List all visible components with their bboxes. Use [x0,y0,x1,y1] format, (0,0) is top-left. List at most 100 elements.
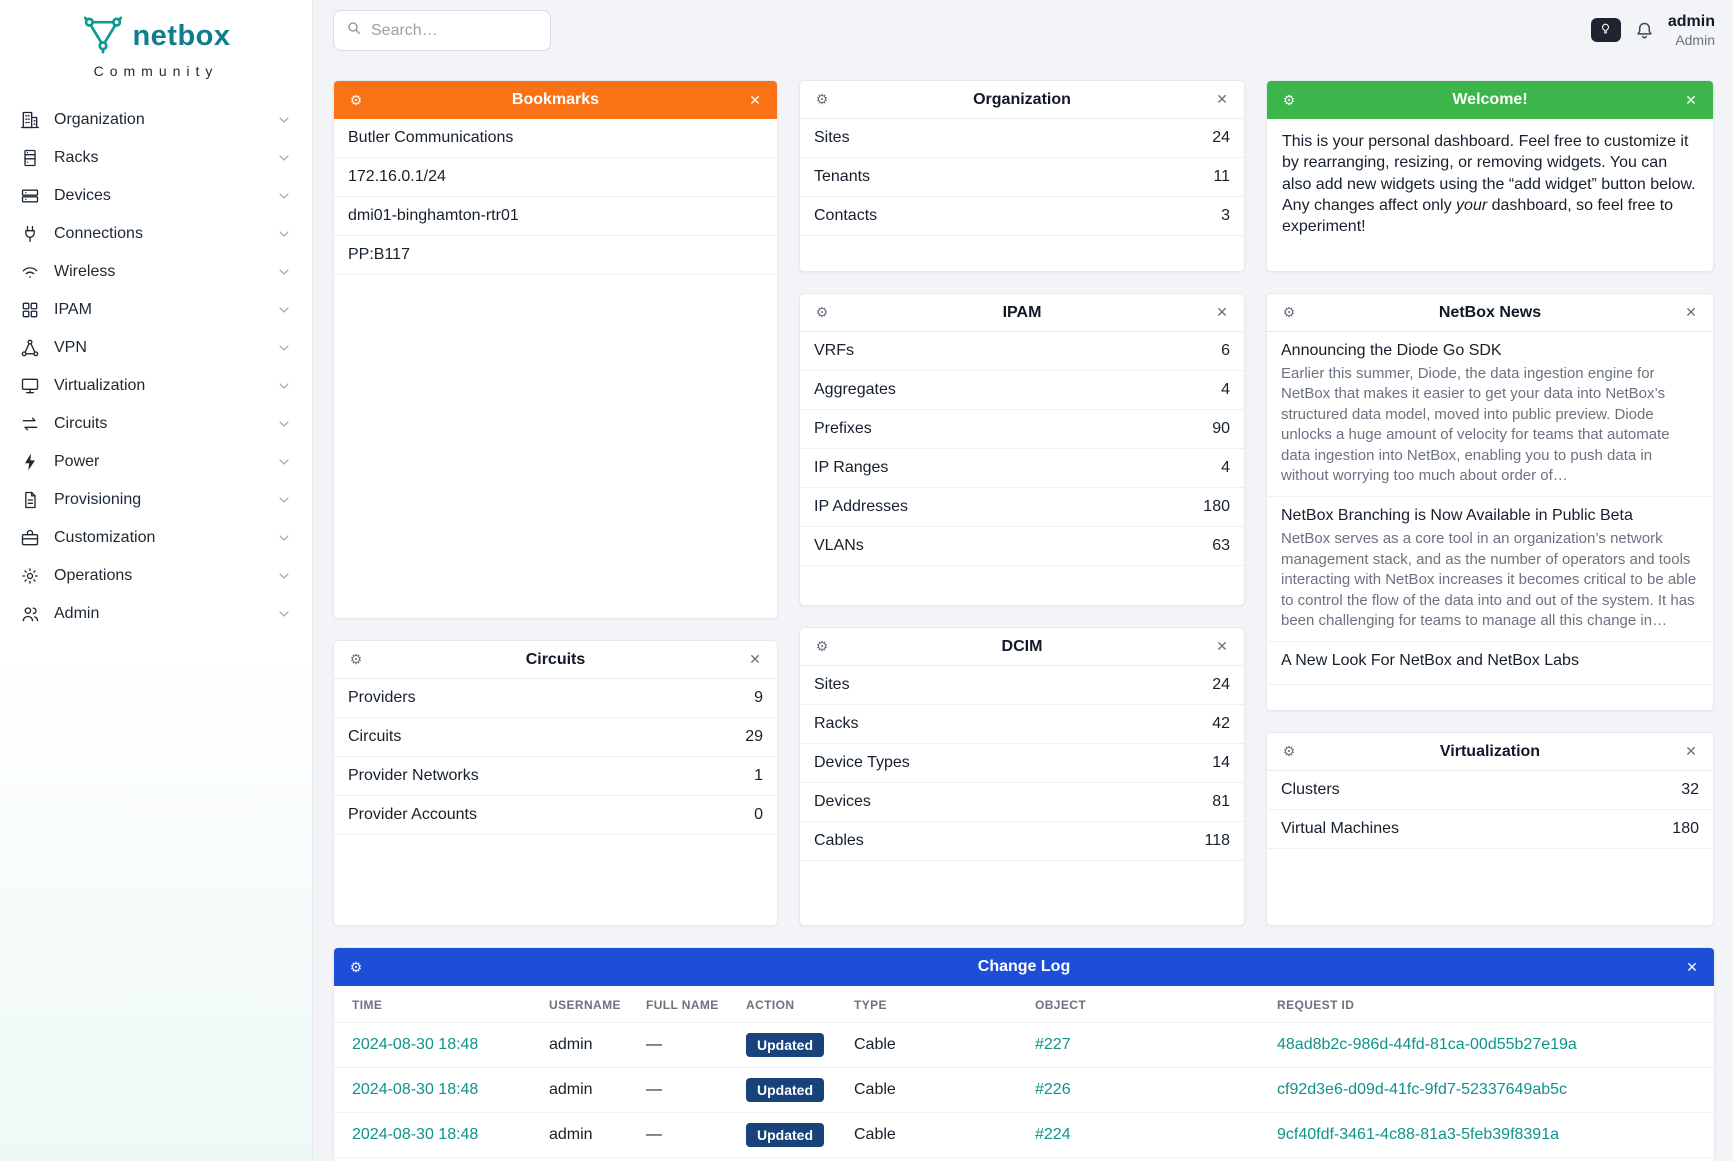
stat-row[interactable]: Sites 24 [800,119,1244,158]
stat-value: 42 [1212,715,1230,732]
stat-row[interactable]: VRFs 6 [800,332,1244,371]
changelog-time-link[interactable]: 2024-08-30 18:48 [352,1036,479,1053]
changelog-object-link[interactable]: #224 [1035,1126,1071,1143]
widget-config-gear-icon[interactable]: ⚙ [815,304,829,320]
news-item-title-link[interactable]: A New Look For NetBox and NetBox Labs [1281,652,1579,670]
sidebar-item-customization[interactable]: Customization [0,519,312,557]
bookmark-item[interactable]: dmi01-binghamton-rtr01 [334,197,777,236]
stat-row[interactable]: Clusters 32 [1267,771,1713,810]
widget-config-gear-icon[interactable]: ⚙ [815,638,829,654]
changelog-username: admin [540,1157,637,1161]
widget-close-icon[interactable]: ✕ [749,91,761,108]
stat-label: Prefixes [814,420,872,437]
news-item-title-link[interactable]: NetBox Branching is Now Available in Pub… [1281,507,1633,525]
widget-config-gear-icon[interactable]: ⚙ [349,651,363,667]
changelog-type: Cable [845,1067,1026,1113]
changelog-time-link[interactable]: 2024-08-30 18:48 [352,1126,479,1143]
changelog-object-link[interactable]: #226 [1035,1081,1071,1098]
stat-label: Providers [348,689,416,706]
widget-close-icon[interactable]: ✕ [1685,743,1697,759]
sidebar-item-organization[interactable]: Organization [0,101,312,139]
stat-row[interactable]: Sites 24 [800,666,1244,705]
stat-row[interactable]: Cables 118 [800,822,1244,861]
chevron-down-icon [276,302,292,318]
news-item-body: Earlier this summer, Diode, the data ing… [1281,365,1670,484]
stat-row[interactable]: Devices 81 [800,783,1244,822]
widget-close-icon[interactable]: ✕ [1216,304,1228,320]
stat-row[interactable]: Provider Accounts 0 [334,796,777,835]
news-item-body: NetBox serves as a core tool in an organ… [1281,530,1697,629]
sidebar-item-connections[interactable]: Connections [0,215,312,253]
widget-close-icon[interactable]: ✕ [1216,638,1228,654]
stat-row[interactable]: Aggregates 4 [800,371,1244,410]
changelog-username: admin [540,1112,637,1158]
search-box[interactable] [333,10,551,51]
stat-row[interactable]: VLANs 63 [800,527,1244,566]
widget-close-icon[interactable]: ✕ [1685,304,1697,320]
dashboard-grid: ⚙ Bookmarks ✕ Butler Communications 172.… [333,80,1715,926]
widget-organization: ⚙ Organization ✕ Sites 24 Tenants 11 Conta… [799,80,1245,272]
widget-config-gear-icon[interactable]: ⚙ [1282,91,1296,108]
theme-toggle-button[interactable] [1590,18,1621,43]
sidebar-item-racks[interactable]: Racks [0,139,312,177]
changelog-request-id-link[interactable]: 9cf40fdf-3461-4c88-81a3-5feb39f8391a [1277,1126,1559,1143]
action-badge: Updated [746,1078,824,1102]
notifications-bell-icon[interactable] [1634,20,1655,41]
sidebar-item-virtualization[interactable]: Virtualization [0,367,312,405]
sidebar-item-ipam[interactable]: IPAM [0,291,312,329]
widget-close-icon[interactable]: ✕ [749,651,761,667]
widget-config-gear-icon[interactable]: ⚙ [1282,304,1296,320]
changelog-request-id-link[interactable]: cf92d3e6-d09d-41fc-9fd7-52337649ab5c [1277,1081,1568,1098]
stat-row[interactable]: Prefixes 90 [800,410,1244,449]
stat-row[interactable]: Providers 9 [334,679,777,718]
stat-label: Provider Accounts [348,806,477,823]
stat-row[interactable]: Provider Networks 1 [334,757,777,796]
rack-icon [20,148,40,168]
sidebar-item-devices[interactable]: Devices [0,177,312,215]
sidebar-item-circuits[interactable]: Circuits [0,405,312,443]
sidebar-item-label: IPAM [54,301,92,318]
stat-row[interactable]: IP Addresses 180 [800,488,1244,527]
column-header: TIME [334,986,540,1023]
widget-config-gear-icon[interactable]: ⚙ [349,91,363,108]
widget-config-gear-icon[interactable]: ⚙ [349,958,363,975]
widget-ipam: ⚙ IPAM ✕ VRFs 6 Aggregates 4 Prefixes 90 IP… [799,293,1245,606]
news-item-title-link[interactable]: Announcing the Diode Go SDK [1281,342,1502,359]
widget-close-icon[interactable]: ✕ [1216,91,1228,107]
bookmark-item[interactable]: PP:B117 [334,236,777,275]
stat-row[interactable]: Virtual Machines 180 [1267,810,1713,849]
stat-value: 4 [1221,381,1230,398]
search-input[interactable] [371,21,538,40]
bookmark-item[interactable]: Butler Communications [334,119,777,158]
sidebar-item-wireless[interactable]: Wireless [0,253,312,291]
widget-config-gear-icon[interactable]: ⚙ [815,91,829,107]
stat-row[interactable]: Contacts 3 [800,197,1244,236]
sidebar-item-provisioning[interactable]: Provisioning [0,481,312,519]
stat-row[interactable]: Device Types 14 [800,744,1244,783]
netbox-logo[interactable]: netbox Community [0,14,312,79]
widget-config-gear-icon[interactable]: ⚙ [1282,743,1296,759]
changelog-time-link[interactable]: 2024-08-30 18:48 [352,1081,479,1098]
sidebar-item-operations[interactable]: Operations [0,557,312,595]
changelog-object-link[interactable]: #227 [1035,1036,1071,1053]
widget-close-icon[interactable]: ✕ [1686,958,1698,975]
sidebar-item-vpn[interactable]: VPN [0,329,312,367]
bookmark-label: Butler Communications [348,129,514,146]
column-header: REQUEST ID [1268,986,1714,1023]
organization-icon [20,110,40,130]
column-header: USERNAME [540,986,637,1023]
stat-row[interactable]: IP Ranges 4 [800,449,1244,488]
user-menu[interactable]: admin Admin [1668,13,1715,47]
provisioning-icon [20,490,40,510]
sidebar-item-power[interactable]: Power [0,443,312,481]
changelog-request-id-link[interactable]: 48ad8b2c-986d-44fd-81ca-00d55b27e19a [1277,1036,1577,1053]
sidebar-item-admin[interactable]: Admin [0,595,312,633]
chevron-down-icon [276,378,292,394]
stat-row[interactable]: Tenants 11 [800,158,1244,197]
wireless-icon [20,262,40,282]
stat-row[interactable]: Racks 42 [800,705,1244,744]
chevron-down-icon [276,606,292,622]
stat-row[interactable]: Circuits 29 [334,718,777,757]
bookmark-item[interactable]: 172.16.0.1/24 [334,158,777,197]
widget-close-icon[interactable]: ✕ [1685,91,1697,108]
